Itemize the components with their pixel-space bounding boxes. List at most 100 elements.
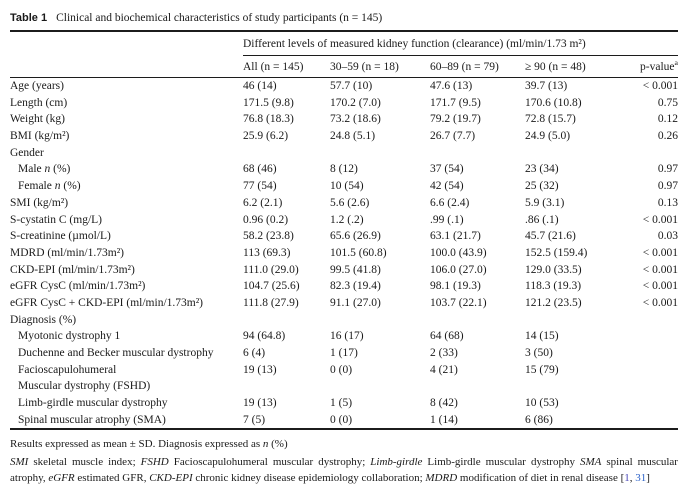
- text-segment: n: [44, 163, 51, 176]
- section-row-label: Diagnosis (%): [10, 313, 77, 326]
- cell-value: 63.1 (21.7): [430, 230, 481, 243]
- cell-value: 5.9 (3.1): [525, 196, 565, 209]
- citation-link[interactable]: 31: [635, 471, 647, 484]
- cell-value: 10 (54): [330, 180, 364, 193]
- table-row: Female n (%) 77 (54) 10 (54) 42 (54) 25 …: [10, 178, 678, 195]
- cell-value: [330, 378, 430, 395]
- cell-pvalue: 0.97: [657, 163, 678, 176]
- cell-value: 6.6 (2.4): [430, 196, 470, 209]
- cell-value: 111.0 (29.0): [243, 263, 299, 276]
- column-group-header: Different levels of measured kidney func…: [243, 32, 678, 56]
- table-number: Table 1: [10, 12, 48, 24]
- cell-value: [330, 145, 430, 162]
- column-header-pvalue: p-valuea: [618, 61, 678, 73]
- footnotes: Results expressed as mean ± SD. Diagnosi…: [10, 437, 678, 486]
- row-label: CKD-EPI (ml/min/1.73m²): [10, 263, 135, 276]
- cell-value: 91.1 (27.0): [330, 296, 381, 309]
- table-row: Muscular dystrophy (FSHD): [10, 378, 678, 395]
- text-segment: (%): [60, 180, 81, 193]
- row-label: S-creatinine (µmol/L): [10, 230, 111, 243]
- text-segment: Facioscapulohumeral muscular dystrophy;: [168, 456, 371, 469]
- cell-value: 6.2 (2.1): [243, 196, 283, 209]
- cell-value: 171.7 (9.5): [430, 96, 481, 109]
- row-label: Myotonic dystrophy 1: [18, 330, 121, 343]
- cell-value: 24.9 (5.0): [525, 130, 571, 143]
- row-label: Duchenne and Becker muscular dystrophy: [18, 347, 214, 359]
- cell-value: 113 (69.3): [243, 246, 291, 259]
- rule-under-header: [10, 77, 678, 78]
- cell-pvalue: [618, 362, 678, 379]
- cell-value: 4 (21): [430, 363, 458, 376]
- row-label: Length (cm): [10, 96, 68, 109]
- row-label: Facioscapulohumeral: [18, 363, 117, 376]
- citation-link[interactable]: 1: [624, 471, 630, 484]
- cell-value: [330, 312, 430, 329]
- table-row: Limb-girdle muscular dystrophy 19 (13) 1…: [10, 395, 678, 412]
- cell-pvalue: < 0.001: [642, 246, 678, 259]
- column-header-60-89: 60–89 (n = 79): [430, 61, 499, 73]
- cell-value: 39.7 (13): [525, 80, 568, 92]
- table-row: S-creatinine (µmol/L) 58.2 (23.8) 65.6 (…: [10, 228, 678, 245]
- table-row: MDRD (ml/min/1.73m²) 113 (69.3) 101.5 (6…: [10, 245, 678, 262]
- cell-value: 8 (42): [430, 397, 458, 410]
- text-segment: SMI: [10, 456, 29, 469]
- cell-pvalue: < 0.001: [642, 296, 678, 309]
- table-caption: Table 1 Clinical and biochemical characte…: [10, 8, 678, 30]
- cell-value: 1 (5): [330, 397, 353, 410]
- text-segment: eGFR: [48, 471, 75, 484]
- cell-value: 8 (12): [330, 163, 358, 176]
- row-label: Female n (%): [10, 178, 243, 195]
- table-row: Duchenne and Becker muscular dystrophy 6…: [10, 345, 678, 362]
- cell-value: 65.6 (26.9): [330, 230, 381, 243]
- cell-value: 47.6 (13): [430, 80, 473, 92]
- table-row: Facioscapulohumeral 19 (13) 0 (0) 4 (21)…: [10, 362, 678, 379]
- cell-value: 100.0 (43.9): [430, 246, 487, 259]
- section-row-label: Gender: [10, 146, 44, 159]
- cell-value: 10 (53): [525, 397, 559, 410]
- cell-value: 26.7 (7.7): [430, 130, 476, 143]
- cell-value: 94 (64.8): [243, 330, 286, 343]
- row-label: eGFR CysC (ml/min/1.73m²): [10, 280, 146, 293]
- row-label: Spinal muscular atrophy (SMA): [18, 413, 166, 426]
- cell-value: 170.6 (10.8): [525, 96, 582, 109]
- row-label: eGFR CysC + CKD-EPI (ml/min/1.73m²): [10, 296, 203, 309]
- cell-pvalue: < 0.001: [642, 213, 678, 226]
- table-row: eGFR CysC (ml/min/1.73m²) 104.7 (25.6) 8…: [10, 278, 678, 295]
- table-row: BMI (kg/m²) 25.9 (6.2) 24.8 (5.1) 26.7 (…: [10, 128, 678, 145]
- cell-value: 24.8 (5.1): [330, 130, 376, 143]
- table-row: Spinal muscular atrophy (SMA) 7 (5) 0 (0…: [10, 412, 678, 429]
- cell-pvalue: < 0.001: [642, 80, 678, 92]
- cell-value: 42 (54): [430, 180, 464, 193]
- cell-pvalue: 0.26: [657, 130, 678, 143]
- cell-value: 170.2 (7.0): [330, 96, 381, 109]
- abbreviations-note: SMI skeletal muscle index; FSHD Faciosca…: [10, 455, 678, 486]
- cell-value: 106.0 (27.0): [430, 263, 487, 276]
- cell-value: 14 (15): [525, 330, 559, 343]
- cell-value: 98.1 (19.3): [430, 280, 481, 293]
- cell-value: [243, 145, 330, 162]
- cell-value: 82.3 (19.4): [330, 280, 381, 293]
- cell-value: [430, 378, 525, 395]
- row-label: MDRD (ml/min/1.73m²): [10, 246, 124, 259]
- cell-value: 129.0 (33.5): [525, 263, 582, 276]
- cell-pvalue: [618, 412, 678, 429]
- cell-value: 15 (79): [525, 363, 559, 376]
- row-label: Limb-girdle muscular dystrophy: [18, 397, 168, 410]
- table-row: Myotonic dystrophy 1 94 (64.8) 16 (17) 6…: [10, 328, 678, 345]
- text-segment: Male: [18, 163, 45, 176]
- row-label: Male n (%): [10, 161, 243, 178]
- cell-value: [525, 312, 618, 329]
- spanner-row: Different levels of measured kidney func…: [10, 32, 678, 56]
- cell-value: .99 (.1): [430, 213, 464, 226]
- cell-pvalue: 0.12: [657, 113, 678, 126]
- text-segment: FSHD: [140, 456, 169, 469]
- cell-pvalue: 0.75: [657, 96, 678, 109]
- cell-value: [430, 312, 525, 329]
- cell-value: 37 (54): [430, 163, 464, 176]
- cell-pvalue: 0.13: [657, 196, 678, 209]
- cell-value: 2 (33): [430, 347, 458, 359]
- cell-value: 25 (32): [525, 180, 559, 193]
- cell-value: 76.8 (18.3): [243, 113, 294, 126]
- cell-value: 23 (34): [525, 163, 559, 176]
- cell-value: 101.5 (60.8): [330, 246, 387, 259]
